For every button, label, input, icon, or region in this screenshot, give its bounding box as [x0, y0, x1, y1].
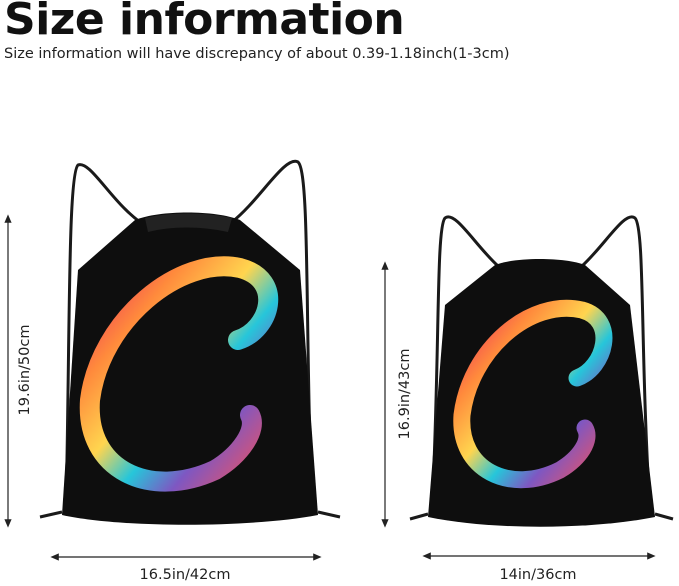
large-bag — [39, 159, 341, 525]
page-title: Size information — [4, 0, 405, 45]
size-disclaimer: Size information will have discrepancy o… — [4, 46, 510, 62]
drawstring-left — [64, 163, 141, 511]
small-bag — [409, 215, 674, 527]
large-width-label: 16.5in/42cm — [139, 567, 231, 583]
small-width-label: 14in/36cm — [499, 567, 577, 583]
drawstring-right — [231, 159, 314, 511]
large-height-label: 19.6in/50cm — [17, 324, 33, 416]
small-height-label: 16.9in/43cm — [397, 348, 413, 440]
letter-c-graphic — [79, 256, 279, 492]
